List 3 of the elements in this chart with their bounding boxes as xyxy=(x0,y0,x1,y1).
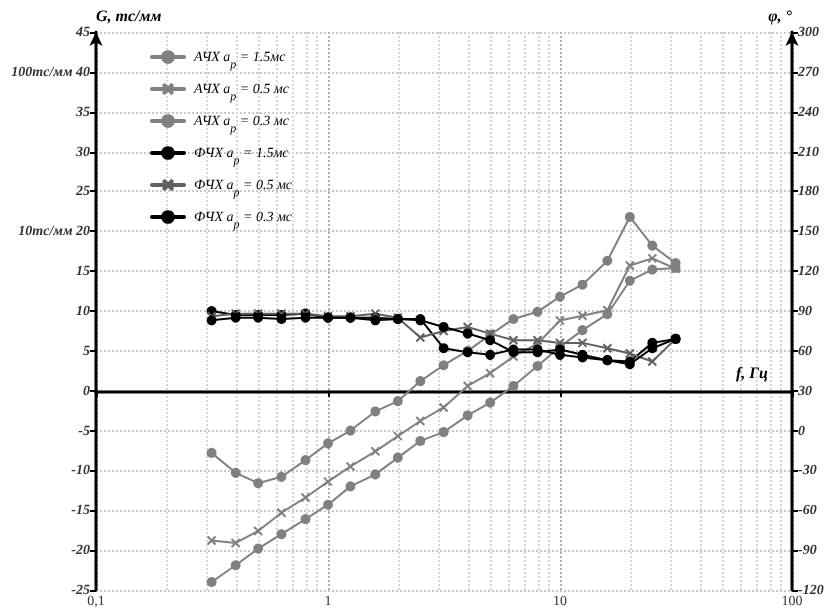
y-axis-title: G, тс/мм xyxy=(96,7,163,25)
x-axis-title: f, Гц xyxy=(736,363,769,382)
y2-axis-title: φ, ° xyxy=(768,7,794,25)
